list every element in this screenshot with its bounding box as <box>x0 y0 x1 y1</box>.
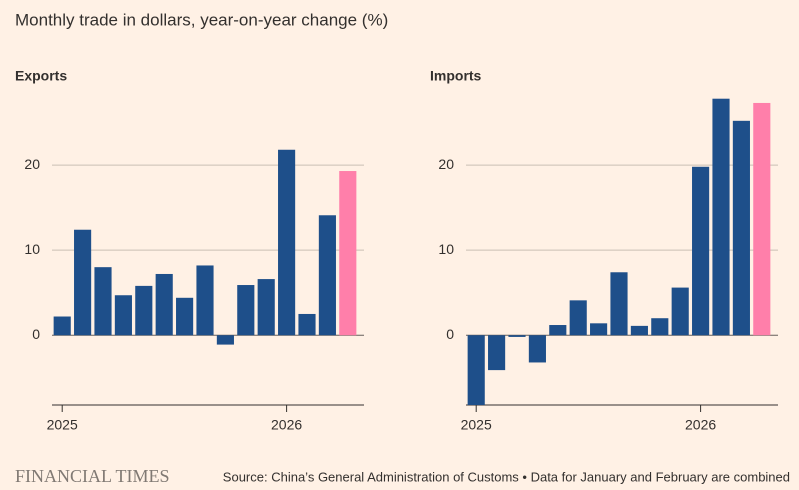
bar <box>712 98 730 336</box>
bar <box>237 285 255 336</box>
y-tick-label: 0 <box>32 326 40 342</box>
panel-title: Imports <box>430 68 482 84</box>
x-tick-label: 2026 <box>271 417 302 433</box>
bar <box>257 279 275 336</box>
bar <box>114 295 132 336</box>
bar <box>155 273 173 336</box>
y-tick-label: 10 <box>438 241 454 257</box>
bar <box>94 267 112 336</box>
bar <box>318 215 336 336</box>
bar <box>278 149 296 336</box>
logo: FINANCIAL TIMES <box>15 466 170 486</box>
y-tick-label: 20 <box>438 156 454 172</box>
bar <box>610 272 628 336</box>
y-tick-label: 10 <box>24 241 40 257</box>
page-title: Monthly trade in dollars, year-on-year c… <box>15 10 388 29</box>
bar <box>176 297 194 336</box>
bar <box>216 335 234 345</box>
bar <box>590 323 608 336</box>
y-tick-label: 20 <box>24 156 40 172</box>
bar <box>508 335 526 337</box>
bar <box>53 316 71 336</box>
bar <box>671 287 689 336</box>
x-tick-label: 2025 <box>461 417 492 433</box>
bar <box>549 325 567 336</box>
bar <box>488 335 506 371</box>
bar <box>196 265 214 336</box>
bar <box>298 313 316 336</box>
bar <box>732 120 750 336</box>
bar <box>753 102 771 336</box>
bar <box>630 325 648 336</box>
bar <box>528 335 546 363</box>
bar <box>651 318 669 336</box>
bar <box>692 166 710 336</box>
panel-title: Exports <box>15 68 67 84</box>
bar <box>467 335 485 405</box>
x-tick-label: 2026 <box>685 417 716 433</box>
x-tick-label: 2025 <box>47 417 78 433</box>
y-tick-label: 0 <box>446 326 454 342</box>
bar <box>339 171 357 336</box>
bar <box>569 300 587 336</box>
bar <box>74 229 92 336</box>
source: Source: China’s General Administration o… <box>223 469 790 484</box>
bar <box>135 285 153 336</box>
